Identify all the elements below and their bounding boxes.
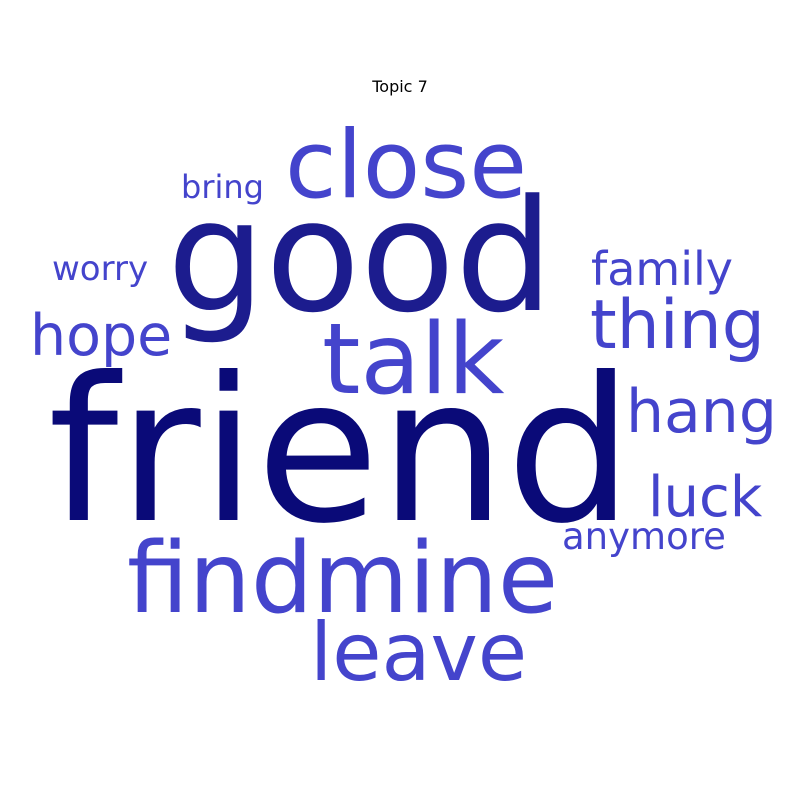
word-talk: talk — [322, 303, 505, 417]
cloud-title: Topic 7 — [371, 77, 428, 96]
word-worry: worry — [52, 249, 148, 289]
word-bring: bring — [181, 168, 264, 206]
word-close: close — [285, 111, 527, 220]
word-anymore: anymore — [562, 515, 726, 558]
word-good: good — [167, 166, 553, 347]
word-luck: luck — [648, 465, 763, 530]
word-findmine: findmine — [127, 522, 558, 636]
word-hope: hope — [30, 303, 172, 369]
word-thing: thing — [590, 286, 765, 365]
word-family: family — [591, 242, 733, 296]
word-friend: friend — [48, 335, 633, 568]
word-leave: leave — [310, 606, 527, 699]
word-hang: hang — [626, 377, 777, 447]
